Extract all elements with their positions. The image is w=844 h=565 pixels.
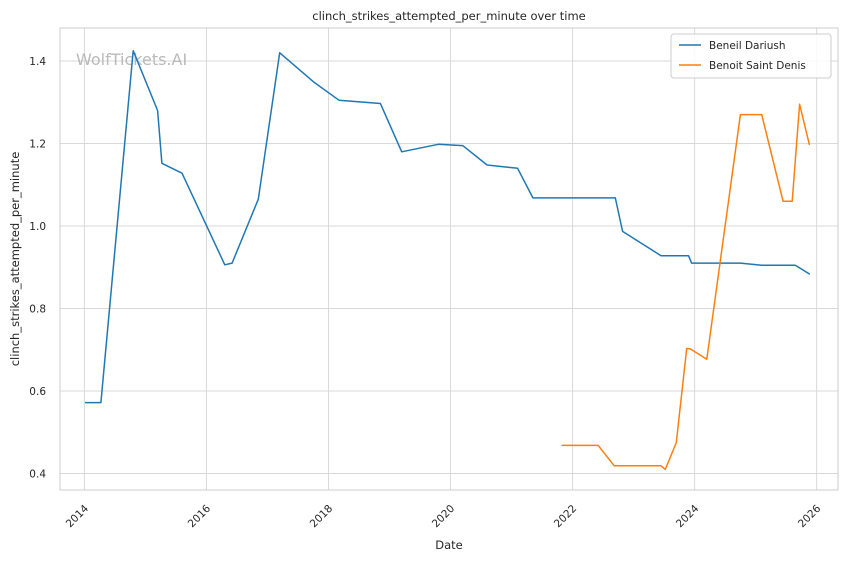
x-axis-label: Date (435, 538, 463, 552)
y-tick-label: 0.8 (29, 304, 46, 316)
y-tick-label: 1.0 (29, 221, 46, 233)
chart-title: clinch_strikes_attempted_per_minute over… (312, 9, 585, 23)
legend-label: Benoit Saint Denis (709, 60, 806, 72)
y-tick-label: 0.6 (29, 386, 46, 398)
series-line-0 (84, 49, 811, 404)
y-axis-ticks: 0.4 0.6 0.8 1.0 1.2 1.4 (29, 56, 46, 481)
watermark: WolfTickets.AI (76, 50, 187, 69)
y-tick-label: 0.4 (29, 469, 46, 481)
series-layer (84, 49, 811, 471)
series-line-1 (561, 103, 811, 471)
grid (60, 28, 838, 490)
y-tick-label: 1.2 (29, 139, 46, 151)
plot-frame (59, 27, 839, 491)
y-tick-label: 1.4 (29, 56, 46, 68)
y-axis-label: clinch_strikes_attempted_per_minute (8, 152, 22, 367)
legend-box (670, 33, 832, 79)
legend-label: Beneil Dariush (709, 40, 785, 52)
legend: Beneil Dariush Benoit Saint Denis (670, 33, 832, 79)
